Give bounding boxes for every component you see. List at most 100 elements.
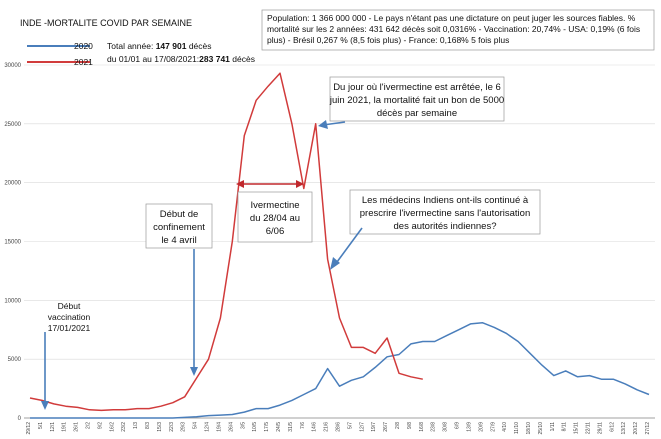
x-tick-label: 25/10	[538, 422, 544, 435]
x-tick-label: 21/6	[324, 422, 330, 432]
y-tick-label: 5000	[8, 357, 22, 363]
x-tick-label: 26/7	[383, 422, 389, 432]
annotation-medecins-line-2: prescrire l'ivermectine sans l'autorisat…	[360, 208, 530, 219]
x-tick-label: 29/3	[181, 422, 187, 432]
annotation-confinement-line-1: Début de	[160, 209, 199, 220]
legend-note-value-2020: 147 901	[156, 41, 187, 51]
legend-label-2021: 2021	[74, 57, 93, 67]
x-tick-label: 19/7	[371, 422, 377, 432]
y-tick-label: 20000	[4, 181, 21, 187]
x-tick-label: 23/2	[121, 422, 127, 432]
x-tick-label: 29/11	[597, 422, 603, 434]
info-line-3: plus) - Brésil 0,267 % (8,5 fois plus) -…	[267, 35, 509, 45]
annotation-ivermectine-box	[237, 191, 313, 243]
x-tick-label: 12/1	[50, 422, 56, 432]
x-tick-label: 22/3	[169, 422, 175, 432]
y-axis: 0 5000 10000 15000 20000 25000 30000	[4, 63, 21, 422]
y-tick-label: 25000	[4, 122, 21, 128]
x-tick-label: 28/6	[336, 422, 342, 432]
x-tick-label: 10/5	[252, 422, 258, 432]
x-tick-label: 30/8	[443, 422, 449, 432]
x-tick-label: 20/12	[633, 422, 639, 435]
x-tick-label: 13/12	[621, 422, 627, 435]
x-tick-label: 20/9	[478, 422, 484, 432]
x-tick-label: 9/2	[97, 422, 103, 429]
x-tick-label: 15/11	[574, 422, 580, 434]
x-tick-label: 8/11	[562, 422, 568, 432]
annotation-arret-line-2: juin 2021, la mortalité fait un bon de 5…	[329, 95, 504, 106]
annotation-ivermectine-line-1: Ivermectine	[250, 200, 299, 211]
x-tick-label: 15/3	[157, 422, 163, 432]
y-tick-label: 0	[18, 416, 22, 422]
legend-note-suffix-2021: décès	[232, 54, 255, 64]
x-tick-label: 18/10	[526, 422, 532, 435]
x-tick-label: 1/11	[550, 422, 556, 432]
series-line-2021	[29, 72, 423, 412]
x-tick-label: 27/12	[645, 422, 651, 435]
x-tick-label: 6/9	[455, 422, 461, 429]
x-tick-label: 26/4	[228, 422, 234, 432]
legend-note-prefix-2020: Total année:	[107, 41, 153, 51]
arrow-arret-head	[318, 120, 328, 129]
annotation-arret-box	[329, 76, 505, 122]
x-tick-label: 26/1	[74, 422, 80, 432]
annotation-ivermectine-line-2: du 28/04 au	[250, 213, 300, 224]
x-tick-label: 24/5	[276, 422, 282, 432]
arrow-confinement-head	[190, 367, 198, 376]
x-tick-label: 16/8	[419, 422, 425, 432]
x-tick-label: 1/3	[133, 422, 139, 429]
x-tick-label: 14/6	[312, 422, 318, 432]
legend-note-value-2021: 283 741	[199, 54, 230, 64]
x-tick-label: 6/12	[609, 422, 615, 432]
legend-label-2020: 2020	[74, 41, 93, 51]
x-tick-label: 23/8	[431, 422, 437, 432]
x-tick-label: 22/11	[586, 422, 592, 434]
legend-note-suffix-2020: décès	[189, 41, 212, 51]
arrow-vaccination-head	[41, 401, 49, 410]
y-tick-label: 10000	[4, 298, 21, 304]
x-tick-label: 27/9	[490, 422, 496, 432]
series-lines	[29, 72, 650, 419]
legend-note-2020: Total année: 147 901 décès	[107, 41, 212, 51]
series-line-2020	[30, 321, 650, 419]
legend-note-2021: du 01/01 au 17/08/2021:283 741 décès	[107, 54, 255, 64]
annotation-confinement-line-2: confinement	[153, 222, 205, 233]
x-tick-label: 12/4	[205, 422, 211, 432]
annotation-medecins-line-3: des autorités indiennes?	[394, 221, 497, 232]
x-tick-label: 19/1	[62, 422, 68, 432]
arrow-medecins-head	[330, 257, 340, 270]
arrow-medecins	[336, 227, 363, 263]
x-tick-label: 9/8	[407, 422, 413, 429]
x-tick-label: 17/5	[264, 422, 270, 432]
annotation-vaccination-line-3: 17/01/2021	[48, 323, 91, 333]
annotation-medecins-line-1: Les médecins Indiens ont-ils continué à	[362, 195, 529, 206]
x-tick-label: 12/7	[359, 422, 365, 432]
x-tick-label: 4/10	[502, 422, 508, 432]
legend-note-prefix-2021: du 01/01 au 17/08/2021:	[107, 54, 199, 64]
x-tick-label: 5/7	[347, 422, 353, 429]
arrow-ivermectine-left-head	[236, 180, 244, 188]
annotation-confinement-line-3: le 4 avril	[161, 235, 196, 246]
x-tick-label: 5/1	[38, 422, 44, 429]
arrow-ivermectine-right-head	[296, 180, 304, 188]
x-tick-label: 7/6	[300, 422, 306, 429]
x-tick-label: 16/2	[109, 422, 115, 432]
annotation-medecins-box	[349, 189, 541, 235]
annotation-ivermectine-line-3: 6/06	[266, 226, 285, 237]
x-tick-label: 3/5	[240, 422, 246, 429]
x-tick-label: 2/8	[395, 422, 401, 429]
x-tick-label: 8/3	[145, 422, 151, 429]
annotation-arret-line-3: décès par semaine	[377, 108, 457, 119]
x-tick-label: 5/4	[193, 422, 199, 429]
x-tick-label: 29/12	[26, 422, 32, 435]
x-tick-label: 13/9	[466, 422, 472, 432]
x-tick-label: 2/2	[85, 422, 91, 429]
chart-title: INDE -MORTALITE COVID PAR SEMAINE	[20, 18, 192, 28]
y-tick-label: 30000	[4, 63, 21, 69]
info-box	[261, 9, 655, 51]
annotation-vaccination-line-2: vaccination	[48, 312, 91, 322]
annotation-confinement-box	[145, 203, 213, 249]
info-line-2: mortalité sur les 2 années: 431 642 décè…	[267, 24, 640, 34]
